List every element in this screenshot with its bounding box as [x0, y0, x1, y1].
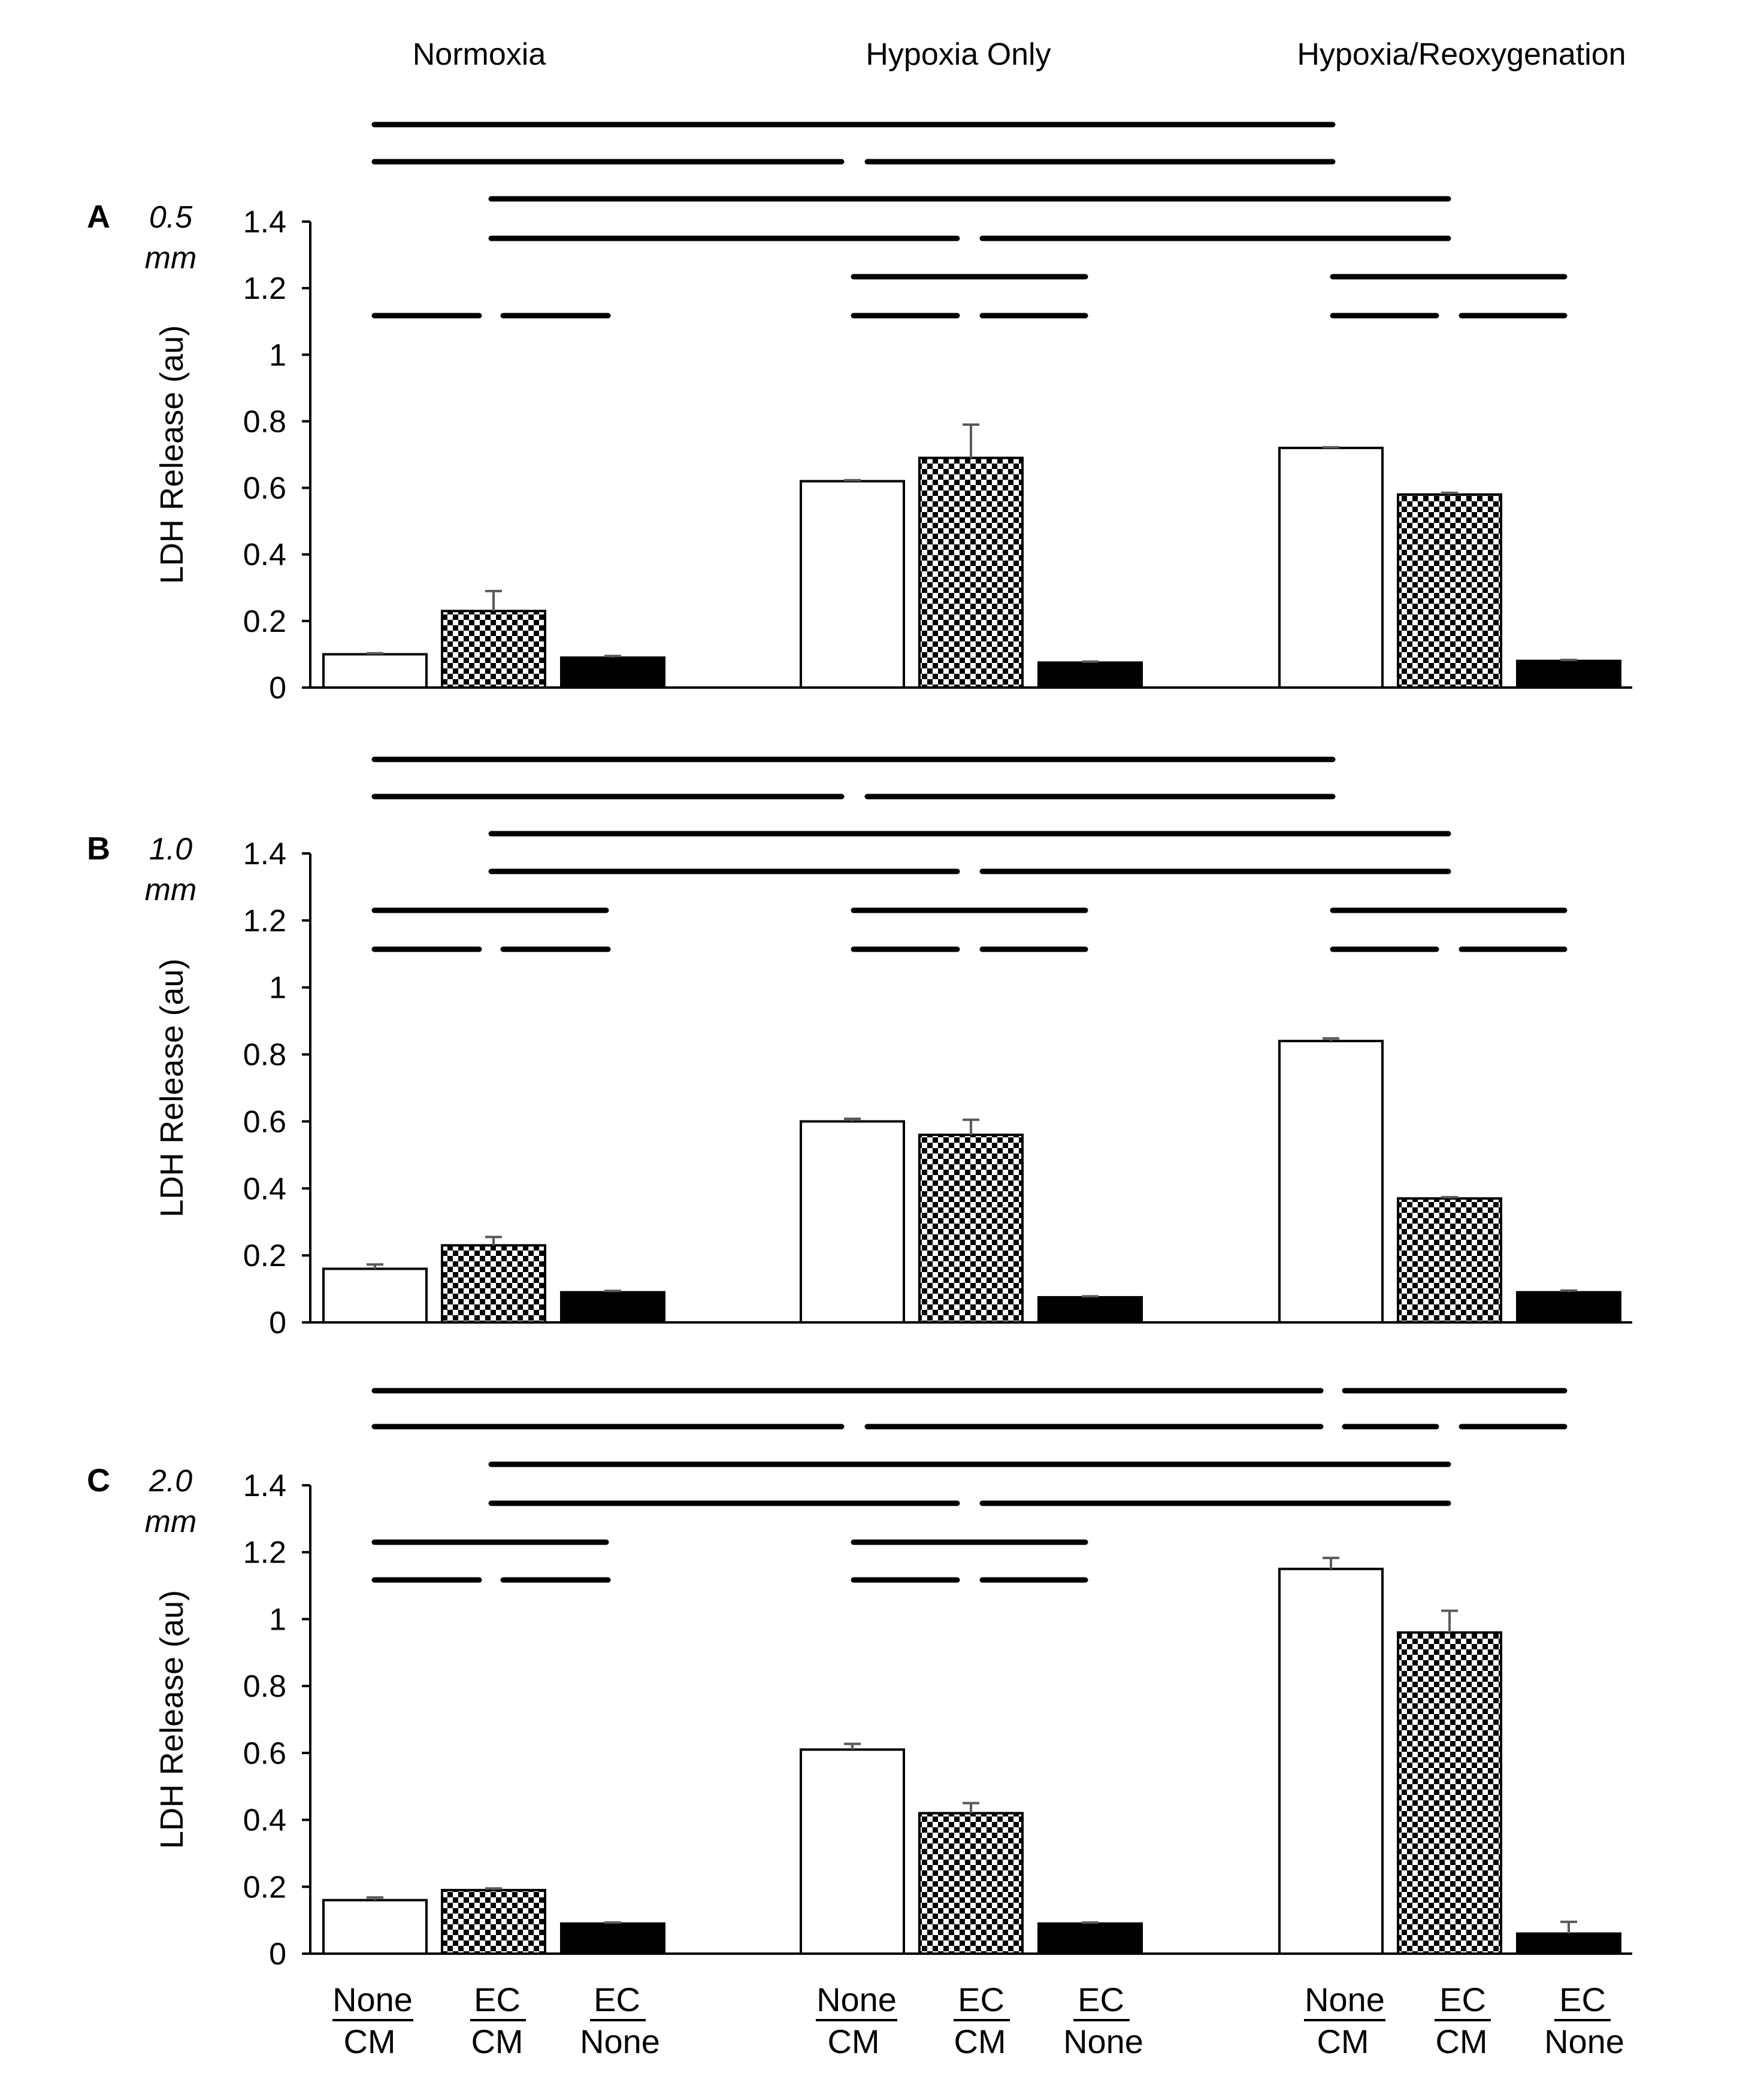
xlabel-hypoxia-none-top: None [816, 1981, 897, 2018]
bar-ec-none [1516, 1932, 1621, 1955]
y-tick-label: 1.4 [243, 1469, 286, 1503]
bar-none-cm [1278, 1567, 1384, 1955]
bar-none-cm [1278, 446, 1384, 689]
xlabel-normoxia-ec-bottom: CM [471, 2023, 523, 2060]
x-category-labels: None CM EC CM EC None None CM EC CM EC N… [332, 1981, 1624, 2060]
bar-ec-none [560, 656, 665, 689]
y-tick-label: 1 [269, 1602, 286, 1637]
bar-ec-cm [918, 1133, 1024, 1324]
bar-none-cm [800, 1120, 905, 1324]
condition-header-hypoxia-only: Hypoxia Only [866, 37, 1051, 72]
y-tick-label: 0.6 [243, 471, 286, 506]
bar-ec-none [1037, 1922, 1143, 1955]
xlabel-normoxia-none-bottom: CM [343, 2023, 395, 2060]
thickness-unit: mm [145, 1504, 197, 1539]
panel-label: C [87, 1463, 110, 1498]
thickness-label: 1.0 [149, 832, 192, 867]
y-axis-label: LDH Release (au) [154, 325, 190, 584]
panel-A: A 0.5 mm LDH Release (au) 0 0.2 0.4 0.6 0.8 1 1.2 1… [87, 199, 1632, 706]
bar-none-cm [322, 653, 428, 689]
y-tick-label: 0 [269, 1306, 286, 1340]
bar-ec-cm [441, 1244, 546, 1324]
bar-ec-none [1037, 661, 1143, 689]
bar-none-cm [322, 1899, 428, 1955]
thickness-label: 0.5 [149, 200, 193, 235]
xlabel-reox-none-top: None [1305, 1981, 1385, 2018]
xlabel-reox-ecnone-top: EC [1559, 1981, 1606, 2018]
panel-C: C 2.0 mm LDH Release (au) 0 0.2 0.4 0.6 0.8 1 1.2 1… [87, 1463, 1632, 1972]
y-tick-label: 1 [269, 338, 286, 373]
panel-label: B [87, 831, 110, 867]
bar-ec-cm [918, 456, 1024, 689]
bar-none-cm [800, 1748, 905, 1955]
panel-label: A [87, 199, 110, 235]
y-tick-label: 0.2 [243, 1239, 286, 1273]
bar-ec-none [560, 1922, 665, 1955]
condition-headers: Normoxia Hypoxia Only Hypoxia/Reoxygenat… [413, 37, 1626, 72]
y-tick-label: 0.6 [243, 1104, 286, 1139]
condition-header-normoxia: Normoxia [413, 37, 546, 72]
bar-ec-cm [1397, 493, 1502, 689]
xlabel-hypoxia-ec-bottom: CM [954, 2023, 1006, 2060]
bar-ec-cm [918, 1812, 1024, 1955]
y-tick-label: 1.2 [243, 1536, 286, 1570]
y-axis-label: LDH Release (au) [154, 1590, 190, 1849]
bar-none-cm [1278, 1040, 1384, 1324]
bar-ec-none [1037, 1296, 1143, 1324]
xlabel-normoxia-ecnone-top: EC [594, 1981, 640, 2018]
y-tick-label: 1.2 [243, 271, 286, 306]
y-tick-label: 0.2 [243, 1870, 286, 1905]
y-tick-label: 0 [269, 671, 286, 706]
bar-ec-cm [441, 1888, 546, 1955]
xlabel-hypoxia-ecnone-bottom: None [1063, 2023, 1143, 2060]
y-tick-label: 1 [269, 971, 286, 1006]
xlabel-reox-ec-bottom: CM [1435, 2023, 1487, 2060]
xlabel-hypoxia-none-bottom: CM [827, 2023, 879, 2060]
xlabel-normoxia-ec-top: EC [474, 1981, 521, 2018]
bar-ec-none [1516, 1291, 1621, 1324]
y-tick-label: 1.4 [243, 837, 286, 871]
y-tick-label: 0.8 [243, 404, 286, 439]
bar-ec-cm [1397, 1631, 1502, 1955]
condition-header-hypoxia-reoxygenation: Hypoxia/Reoxygenation [1297, 37, 1626, 72]
bar-none-cm [800, 480, 905, 689]
y-tick-label: 1.2 [243, 904, 286, 938]
significance-bars [371, 122, 1568, 1583]
y-tick-label: 0.8 [243, 1038, 286, 1073]
bar-ec-none [1516, 659, 1621, 689]
y-tick-label: 1.4 [243, 205, 286, 240]
xlabel-hypoxia-ec-top: EC [958, 1981, 1004, 2018]
xlabel-normoxia-none-top: None [332, 1981, 413, 2018]
y-tick-label: 0.4 [243, 538, 286, 573]
bar-none-cm [322, 1267, 428, 1324]
xlabel-normoxia-ecnone-bottom: None [580, 2023, 660, 2060]
y-tick-label: 0.4 [243, 1171, 286, 1206]
y-tick-label: 0 [269, 1937, 286, 1972]
xlabel-reox-ec-top: EC [1439, 1981, 1486, 2018]
chart-panels: A 0.5 mm LDH Release (au) 0 0.2 0.4 0.6 0.8 1 1.2 1… [87, 199, 1632, 1972]
xlabel-reox-ecnone-bottom: None [1544, 2023, 1624, 2060]
thickness-unit: mm [145, 873, 197, 907]
bar-ec-none [560, 1291, 665, 1324]
xlabel-hypoxia-ecnone-top: EC [1078, 1981, 1124, 2018]
xlabel-reox-none-bottom: CM [1317, 2023, 1369, 2060]
thickness-label: 2.0 [149, 1464, 192, 1498]
y-axis-label: LDH Release (au) [154, 958, 190, 1217]
panel-B: B 1.0 mm LDH Release (au) 0 0.2 0.4 0.6 0.8 1 1.2 1… [87, 831, 1632, 1340]
thickness-unit: mm [145, 241, 197, 276]
bar-ec-cm [441, 610, 546, 689]
y-tick-label: 0.4 [243, 1803, 286, 1838]
y-tick-label: 0.6 [243, 1736, 286, 1771]
bar-ec-cm [1397, 1197, 1502, 1324]
y-tick-label: 0.2 [243, 604, 286, 639]
y-tick-label: 0.8 [243, 1669, 286, 1704]
